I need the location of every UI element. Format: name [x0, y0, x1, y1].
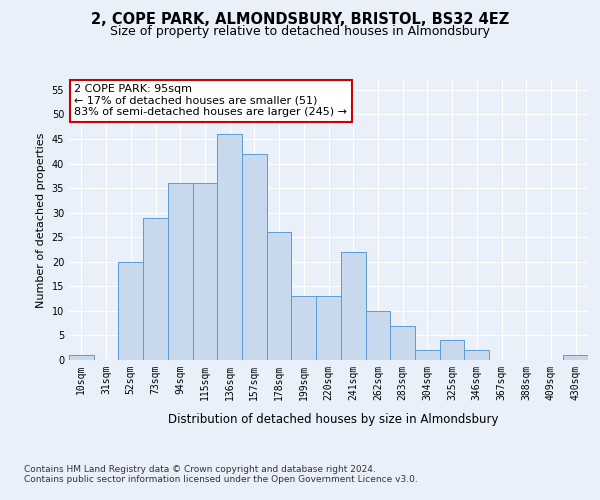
Bar [292, 296, 316, 360]
Bar [143, 218, 168, 360]
Bar [464, 350, 489, 360]
Text: 2 COPE PARK: 95sqm
← 17% of detached houses are smaller (51)
83% of semi-detache: 2 COPE PARK: 95sqm ← 17% of detached hou… [74, 84, 347, 117]
Bar [118, 262, 143, 360]
Bar [69, 355, 94, 360]
Bar [267, 232, 292, 360]
Bar [440, 340, 464, 360]
Text: Distribution of detached houses by size in Almondsbury: Distribution of detached houses by size … [168, 412, 498, 426]
Bar [193, 183, 217, 360]
Bar [316, 296, 341, 360]
Bar [341, 252, 365, 360]
Text: Size of property relative to detached houses in Almondsbury: Size of property relative to detached ho… [110, 25, 490, 38]
Bar [242, 154, 267, 360]
Bar [168, 183, 193, 360]
Bar [217, 134, 242, 360]
Bar [563, 355, 588, 360]
Text: Contains HM Land Registry data © Crown copyright and database right 2024.
Contai: Contains HM Land Registry data © Crown c… [24, 465, 418, 484]
Bar [415, 350, 440, 360]
Y-axis label: Number of detached properties: Number of detached properties [36, 132, 46, 308]
Bar [390, 326, 415, 360]
Text: 2, COPE PARK, ALMONDSBURY, BRISTOL, BS32 4EZ: 2, COPE PARK, ALMONDSBURY, BRISTOL, BS32… [91, 12, 509, 28]
Bar [365, 311, 390, 360]
